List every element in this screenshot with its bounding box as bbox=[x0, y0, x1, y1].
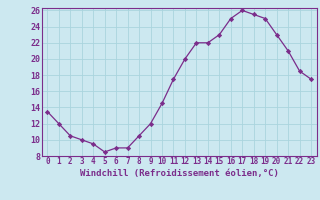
X-axis label: Windchill (Refroidissement éolien,°C): Windchill (Refroidissement éolien,°C) bbox=[80, 169, 279, 178]
